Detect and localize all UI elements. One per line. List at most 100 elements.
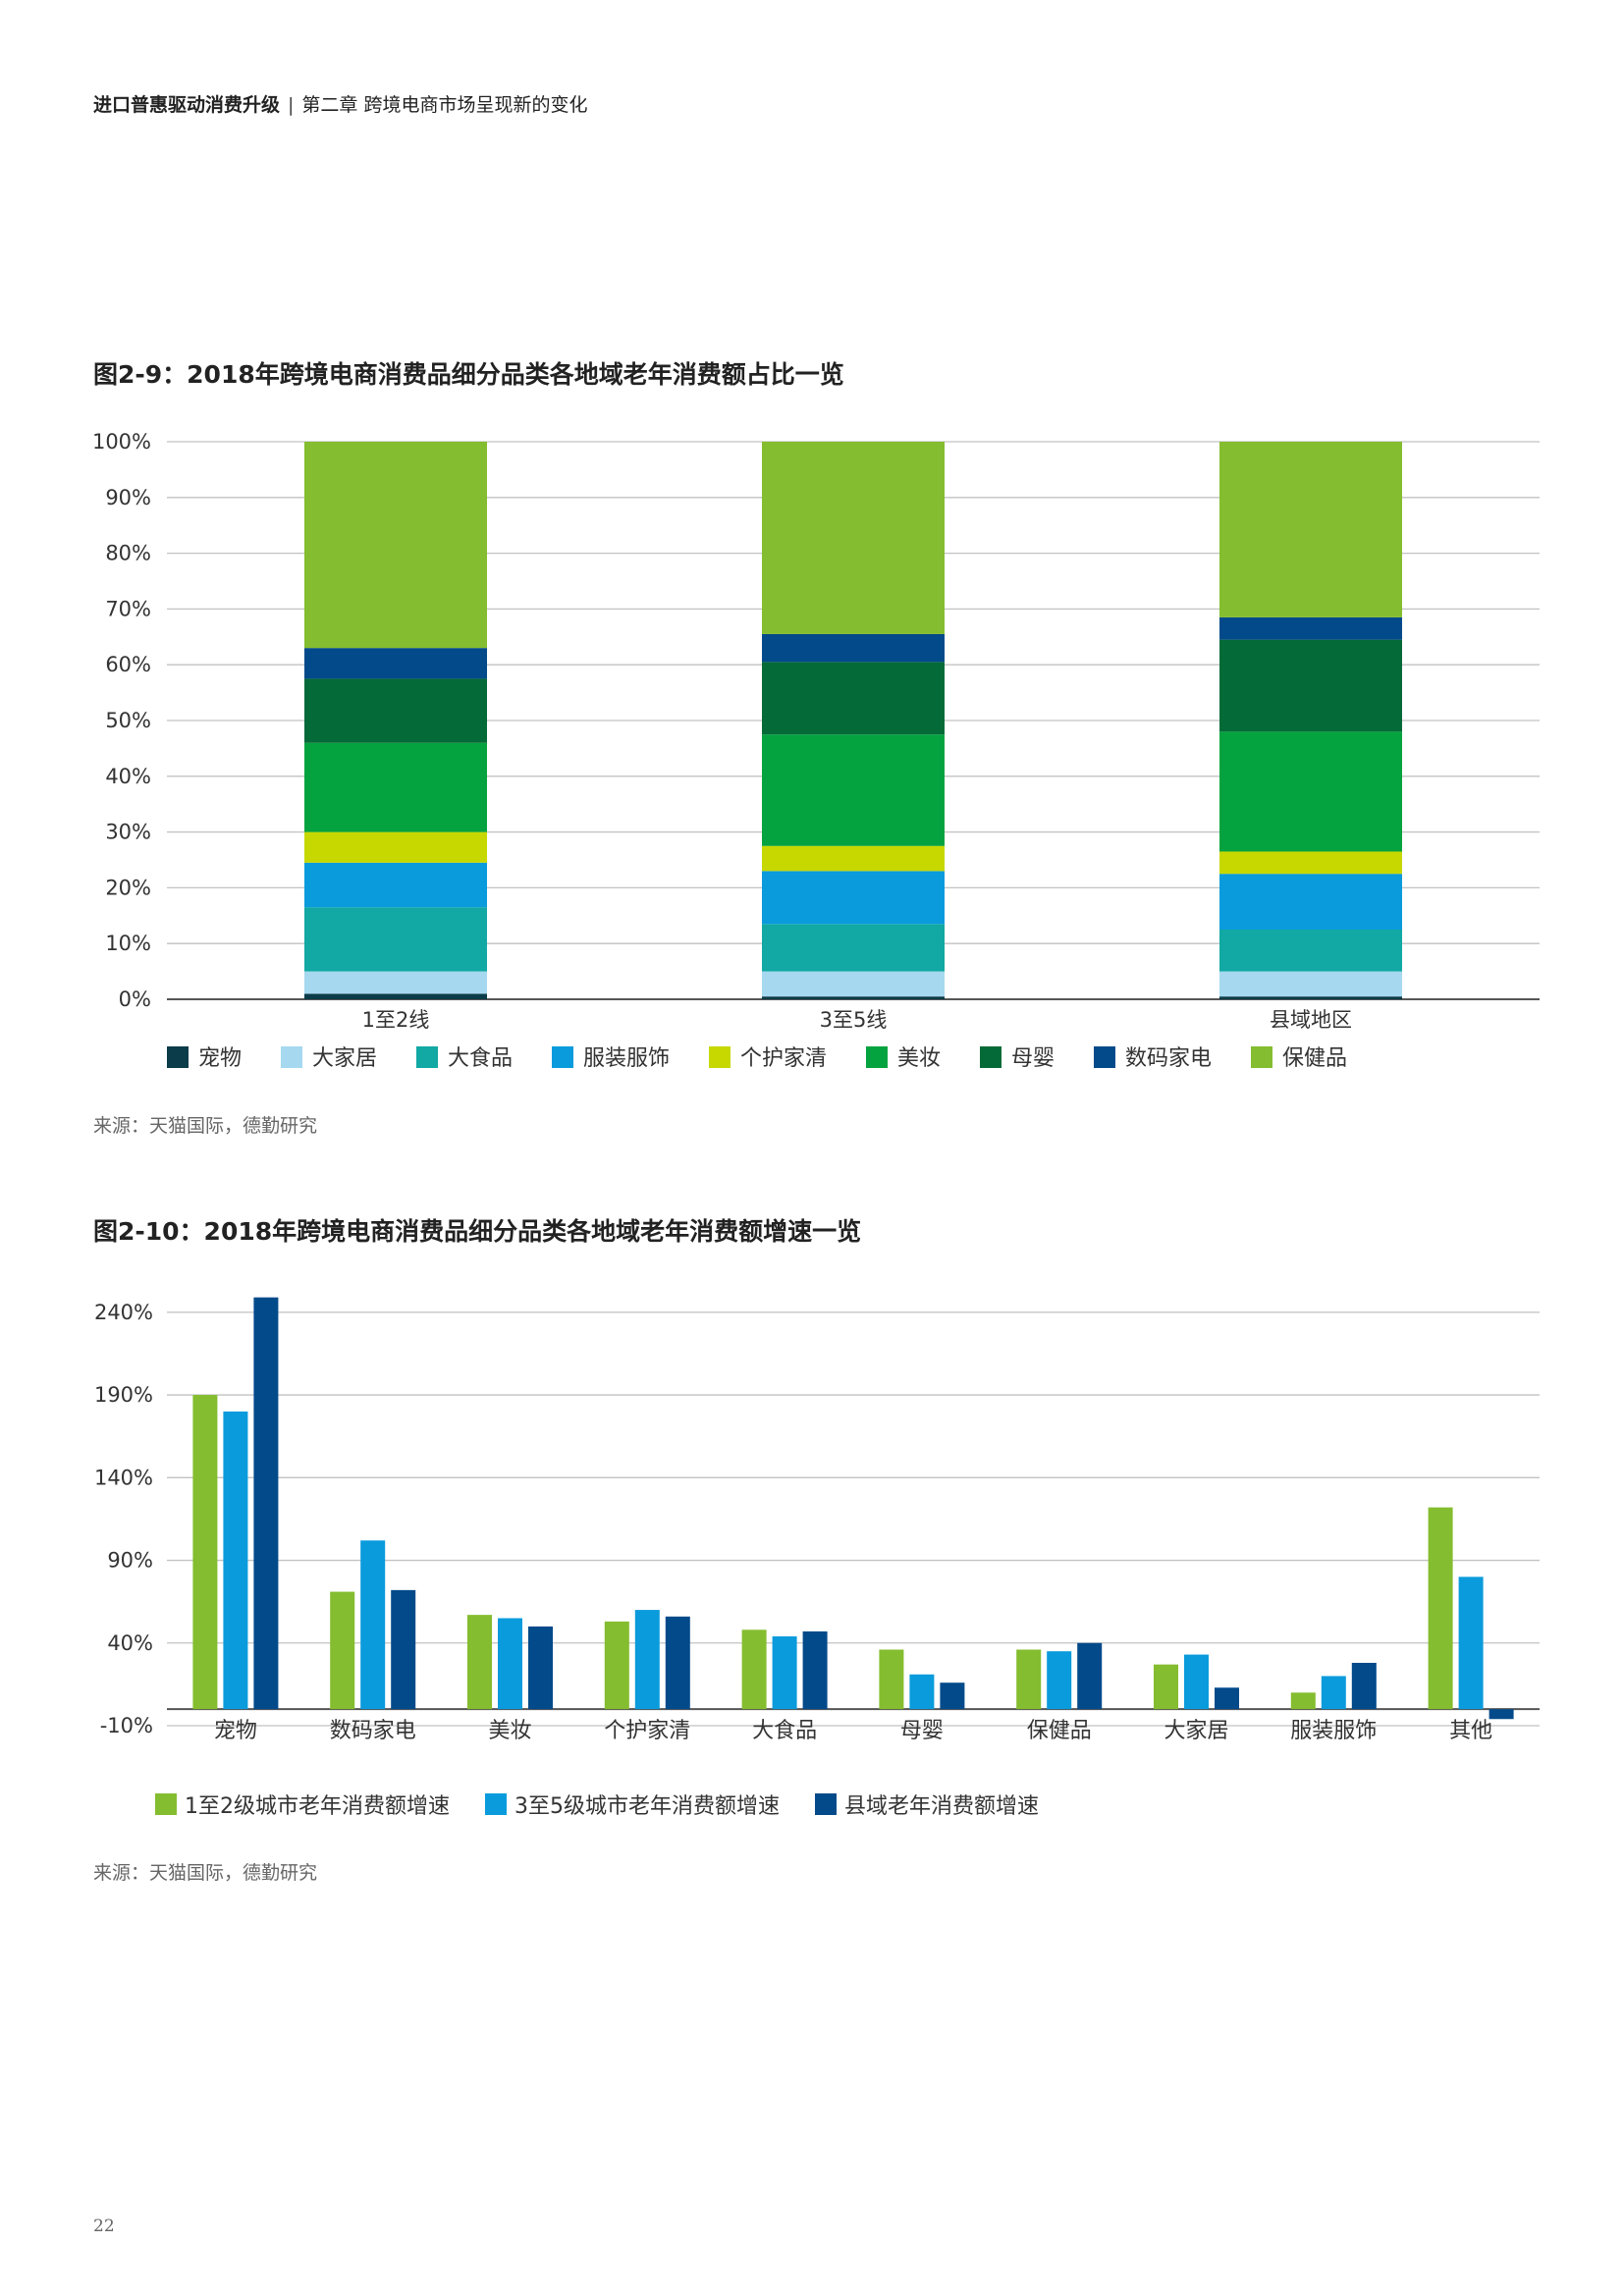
stacked-share-chart: 0% 10% 20% 30% 40% 50% 60% 70% 80% 90% 100% 1至2线 3至5… (92, 430, 1540, 1071)
bar-segment (304, 971, 487, 994)
y-tick-label: 140% (94, 1466, 153, 1489)
bar (802, 1630, 828, 1710)
legend-swatch (167, 1046, 189, 1068)
y-tick-label: 100% (92, 430, 151, 454)
y-tick-label: 60% (105, 653, 151, 676)
bar-segment (304, 442, 487, 649)
page-number: 22 (93, 2216, 115, 2236)
bar (498, 1618, 522, 1710)
report-title: 进口普惠驱动消费升级 (93, 94, 281, 116)
bar (223, 1411, 248, 1710)
bar (1016, 1649, 1042, 1710)
legend-swatch (1251, 1046, 1272, 1068)
growth-rate-chart: -10% 40% 90% 140% 190% 240% 宠物 数码家电 美妆 个护家清 大食品 母婴 保… (94, 1297, 1540, 1819)
legend-label: 宠物 (198, 1046, 242, 1071)
legend-swatch (485, 1793, 507, 1815)
bar (1321, 1676, 1346, 1710)
bar-segment (1219, 874, 1402, 930)
bar-segment (304, 993, 487, 999)
x-tick-label: 1至2线 (362, 1008, 430, 1032)
legend-swatch (1094, 1046, 1115, 1068)
bar-segment (762, 662, 945, 735)
bar-segment (762, 845, 945, 872)
x-tick-label: 宠物 (214, 1719, 257, 1743)
bar (665, 1616, 690, 1710)
y-tick-label: 40% (105, 765, 151, 788)
figure1-title: 图2-9：2018年跨境电商消费品细分品类各地域老年消费额占比一览 (93, 360, 844, 389)
x-tick-label: 县域地区 (1270, 1008, 1352, 1032)
bar-segment (1219, 971, 1402, 997)
bar-segment (762, 633, 945, 663)
legend-swatch (155, 1793, 177, 1815)
bar (1154, 1664, 1178, 1710)
bar (741, 1629, 767, 1710)
bar (1047, 1651, 1072, 1710)
bar (467, 1615, 492, 1710)
bar (1184, 1654, 1209, 1710)
bar-segment (762, 924, 945, 972)
bar-segment (762, 971, 945, 997)
x-tick-label: 母婴 (900, 1719, 944, 1743)
bar-segment (304, 742, 487, 832)
legend-label: 3至5级城市老年消费额增速 (514, 1794, 780, 1819)
bar (1489, 1709, 1514, 1720)
bar (330, 1591, 355, 1710)
legend-label: 县域老年消费额增速 (844, 1794, 1039, 1819)
bar (604, 1621, 629, 1710)
bar (772, 1636, 797, 1710)
y-tick-label: 40% (107, 1631, 153, 1655)
legend-label: 服装服饰 (583, 1046, 670, 1071)
bar-segment (304, 862, 487, 908)
bar-segment (1219, 851, 1402, 875)
bar (391, 1589, 416, 1710)
bar-segment (1219, 639, 1402, 732)
running-header: 进口普惠驱动消费升级 | 第二章 跨境电商市场呈现新的变化 (93, 90, 587, 117)
bar-segment (1219, 616, 1402, 640)
bar-segment (304, 831, 487, 863)
figure1-source: 来源：天猫国际，德勤研究 (93, 1115, 318, 1137)
bar (1428, 1507, 1453, 1710)
x-tick-label: 保健品 (1027, 1719, 1092, 1743)
bar (1215, 1687, 1239, 1710)
bar (909, 1674, 935, 1710)
legend-swatch (281, 1046, 302, 1068)
y-tick-label: 90% (105, 486, 151, 509)
bar-segment (1219, 731, 1402, 852)
legend-swatch (709, 1046, 731, 1068)
bar (360, 1540, 386, 1710)
bar-segment (304, 678, 487, 743)
bar (1458, 1576, 1484, 1710)
bar (192, 1395, 218, 1710)
bar (253, 1297, 279, 1710)
x-tick-label: 美妆 (488, 1719, 531, 1743)
legend-label: 个护家清 (740, 1046, 827, 1071)
y-tick-label: 30% (105, 821, 151, 844)
bar-segment (1219, 442, 1402, 617)
bar (1351, 1662, 1377, 1710)
x-tick-label: 大食品 (752, 1719, 817, 1743)
y-tick-label: 10% (105, 932, 151, 955)
y-tick-label: 50% (105, 709, 151, 732)
figure2-source: 来源：天猫国际，德勤研究 (93, 1862, 318, 1884)
bar-segment (304, 648, 487, 679)
legend-swatch (980, 1046, 1001, 1068)
legend-swatch (815, 1793, 837, 1815)
bar-segment (762, 442, 945, 634)
figure2-title: 图2-10：2018年跨境电商消费品细分品类各地域老年消费额增速一览 (93, 1217, 862, 1246)
x-tick-label: 大家居 (1164, 1719, 1228, 1743)
bar (879, 1649, 904, 1710)
y-tick-label: 20% (105, 876, 151, 899)
y-tick-label: 0% (119, 988, 151, 1011)
x-tick-label: 其他 (1449, 1719, 1492, 1743)
y-tick-label: 90% (107, 1549, 153, 1573)
legend-swatch (552, 1046, 573, 1068)
y-tick-label: 190% (94, 1383, 153, 1407)
x-tick-label: 3至5线 (820, 1008, 888, 1032)
header-divider: | (288, 94, 295, 116)
y-tick-label: 80% (105, 542, 151, 565)
legend-swatch (416, 1046, 438, 1068)
x-tick-label: 个护家清 (604, 1719, 690, 1743)
bar (634, 1610, 660, 1710)
y-tick-label: -10% (100, 1714, 153, 1737)
legend-label: 大食品 (448, 1046, 513, 1071)
